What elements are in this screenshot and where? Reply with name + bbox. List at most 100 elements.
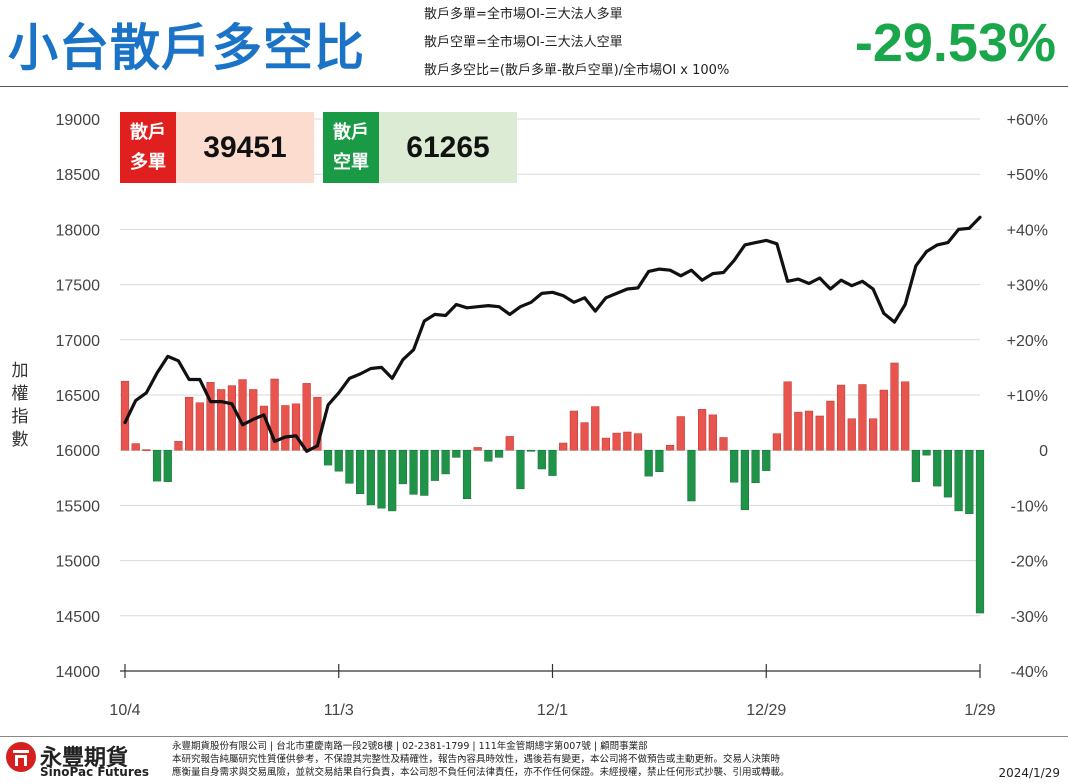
short-ratio-bar	[687, 449, 696, 502]
y-right-tick-label: -30%	[1011, 609, 1048, 626]
y-left-tick-label: 15500	[56, 498, 101, 515]
long-ratio-bar	[623, 431, 632, 451]
brand-name-cn: 永豐期貨	[40, 746, 129, 771]
current-ratio: -29.53%	[854, 13, 1056, 73]
long-ratio-bar	[238, 379, 247, 451]
x-tick-label: 11/3	[324, 702, 354, 719]
footer-divider	[0, 736, 1068, 737]
short-ratio-bar	[430, 449, 440, 481]
long-ratio-bar	[815, 415, 824, 451]
short-ratio-bar	[356, 449, 365, 495]
definitions: 散戶多單=全市場OI-三大法人多單 散戶空單=全市場OI-三大法人空單 散戶多空…	[424, 6, 729, 90]
short-tag-line1: 散戶	[333, 122, 369, 143]
y-right-tick-label: +10%	[1007, 388, 1048, 405]
definition-long: 散戶多單=全市場OI-三大法人多單	[424, 7, 623, 22]
long-ratio-bar	[772, 433, 782, 451]
short-ratio-bar	[527, 449, 536, 452]
short-ratio-bar	[644, 449, 653, 477]
y-left-tick-label: 14000	[56, 664, 101, 681]
long-ratio-bar	[291, 403, 301, 451]
y-right-tick-label: +50%	[1007, 167, 1048, 184]
short-ratio-bar	[334, 449, 343, 472]
y-right-tick-label: +30%	[1007, 278, 1048, 295]
x-tick-label: 10/4	[109, 702, 140, 719]
short-ratio-bar	[762, 449, 771, 471]
long-tag: 散戶 多單	[120, 112, 176, 183]
report-date: 2024/1/29	[998, 766, 1060, 780]
y-left-tick-label: 14500	[56, 609, 101, 626]
long-ratio-bar	[505, 436, 514, 451]
disclaimer: 永豐期貨股份有限公司 | 台北市重慶南路一段2號8樓 | 02-2381-179…	[172, 740, 932, 779]
short-legend: 散戶 空單 61265	[323, 112, 517, 183]
long-ratio-bar	[665, 444, 675, 451]
long-ratio-bar	[580, 422, 589, 451]
short-ratio-bar	[730, 449, 739, 483]
y-right-tick-label: 0	[1039, 443, 1048, 460]
short-ratio-bar	[452, 449, 461, 458]
company-info: 永豐期貨股份有限公司 | 台北市重慶南路一段2號8樓 | 02-2381-179…	[172, 741, 648, 752]
y-right-tick-label: -10%	[1011, 498, 1048, 515]
short-ratio-bar	[911, 449, 920, 482]
long-ratio-bar	[473, 447, 482, 451]
long-ratio-bar	[302, 383, 311, 451]
short-ratio-bar	[441, 449, 450, 475]
long-ratio-bar	[206, 382, 215, 451]
y-left-tick-label: 17500	[56, 278, 101, 295]
long-ratio-bar	[259, 405, 269, 451]
long-value: 39451	[176, 112, 314, 183]
y-left-tick-label: 17000	[56, 333, 101, 350]
long-ratio-bar	[719, 437, 728, 451]
short-ratio-bar	[152, 449, 162, 482]
y-axis-title: 加權指數	[11, 361, 29, 450]
x-tick-label: 12/29	[746, 702, 786, 719]
short-ratio-bar	[398, 449, 407, 485]
long-ratio-bar	[270, 378, 279, 451]
short-ratio-bar	[516, 449, 525, 490]
long-ratio-bar	[847, 418, 856, 451]
long-ratio-bar	[890, 362, 899, 451]
definition-short: 散戶空單=全市場OI-三大法人空單	[424, 35, 623, 50]
short-ratio-bar	[462, 449, 472, 500]
long-ratio-bar	[591, 406, 600, 451]
short-tag-line2: 空單	[333, 152, 369, 173]
disclaimer-line-2: 應衡量自身需求與交易風險，並就交易結果自行負責，本公司恕不負任何法律責任，亦不作…	[172, 767, 790, 778]
brand-name-en: SinoPac Futures	[40, 765, 150, 779]
short-ratio-bar	[420, 449, 429, 496]
page-title: 小台散戶多空比	[8, 19, 365, 77]
x-tick-label: 1/29	[964, 702, 995, 719]
long-legend: 散戶 多單 39451	[120, 112, 314, 183]
short-ratio-bar	[409, 449, 418, 495]
long-ratio-bar	[142, 449, 151, 451]
y-right-tick-label: -40%	[1011, 664, 1048, 681]
header-divider	[0, 86, 1068, 87]
short-ratio-bar	[740, 449, 749, 511]
ratio-chart: 19000 18500 18000 17500 17000 16500 16000 15500…	[56, 112, 1049, 719]
definition-ratio: 散戶多空比=(散戶多單-散戶空單)/全市場OI x 100%	[424, 63, 730, 78]
short-ratio-bar	[751, 449, 760, 484]
short-ratio-bar	[922, 449, 931, 456]
long-ratio-bar	[869, 418, 878, 451]
short-ratio-bar	[163, 449, 172, 482]
long-ratio-bar	[794, 411, 803, 451]
long-ratio-bar	[804, 410, 814, 451]
long-ratio-bar	[858, 384, 867, 451]
y-left-tick-label: 16500	[56, 388, 101, 405]
short-ratio-bar	[388, 449, 397, 512]
y-left-tick-label: 19000	[56, 112, 101, 129]
short-ratio-bar	[537, 449, 546, 470]
short-ratio-bar	[377, 449, 386, 509]
y-right-tick-label: +40%	[1007, 222, 1048, 239]
long-ratio-bar	[569, 410, 578, 451]
long-ratio-bar	[174, 441, 183, 451]
short-ratio-bar	[345, 449, 354, 484]
long-ratio-bar	[698, 409, 707, 451]
short-ratio-bar	[655, 449, 664, 472]
short-value: 61265	[379, 112, 517, 183]
long-ratio-bar	[559, 442, 568, 451]
y-left-tick-label: 18000	[56, 222, 101, 239]
long-ratio-bar	[131, 443, 140, 451]
long-ratio-bar	[783, 381, 792, 451]
sinopac-logo-icon	[6, 742, 36, 772]
short-ratio-bar	[965, 449, 974, 514]
long-ratio-bar	[901, 381, 910, 451]
